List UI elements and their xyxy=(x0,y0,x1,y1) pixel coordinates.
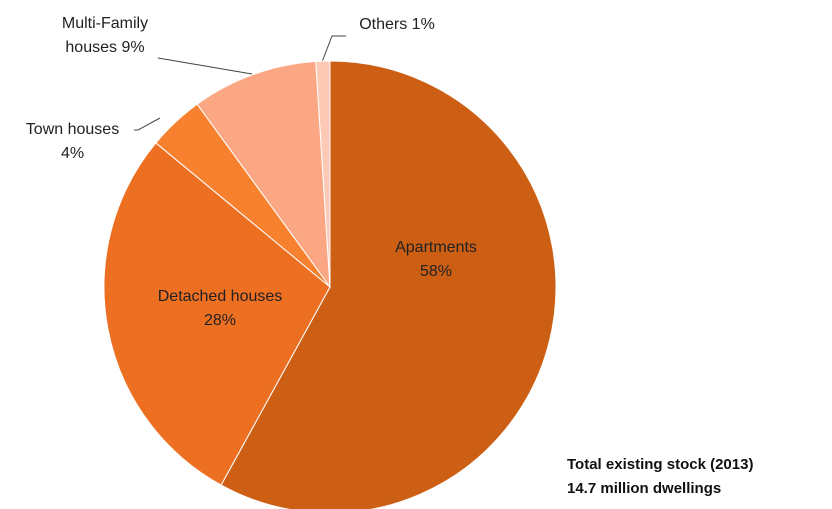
pie-slice xyxy=(196,60,331,289)
pie-slice xyxy=(315,60,331,288)
value-label: 9% xyxy=(121,39,145,56)
leader-line xyxy=(134,117,161,131)
category-label: Multi-Family houses xyxy=(61,15,149,56)
category-label: Apartments xyxy=(395,239,477,256)
leader-line xyxy=(321,35,346,63)
slice-label: Apartments 58% xyxy=(366,236,506,284)
value-label: 4% xyxy=(60,145,85,162)
note: 14.7 million dwellings xyxy=(567,480,722,497)
leader-line xyxy=(157,57,253,75)
pie-slice xyxy=(103,142,331,486)
note: Total existing stock (2013) xyxy=(567,456,754,473)
category-label: Detached houses xyxy=(157,288,283,305)
value-label: 58% xyxy=(419,263,453,280)
slice-label: Detached houses 28% xyxy=(100,285,340,333)
category-label: Others xyxy=(359,16,408,33)
slice-label: Town houses 4% xyxy=(5,118,140,166)
slice-label: Multi-Family houses 9% xyxy=(50,12,160,60)
pie-slice xyxy=(220,60,557,509)
value-label: 1% xyxy=(411,16,435,33)
slice-label: Others 1% xyxy=(342,13,452,37)
category-label: Town houses xyxy=(25,121,120,138)
value-label: 28% xyxy=(203,312,237,329)
